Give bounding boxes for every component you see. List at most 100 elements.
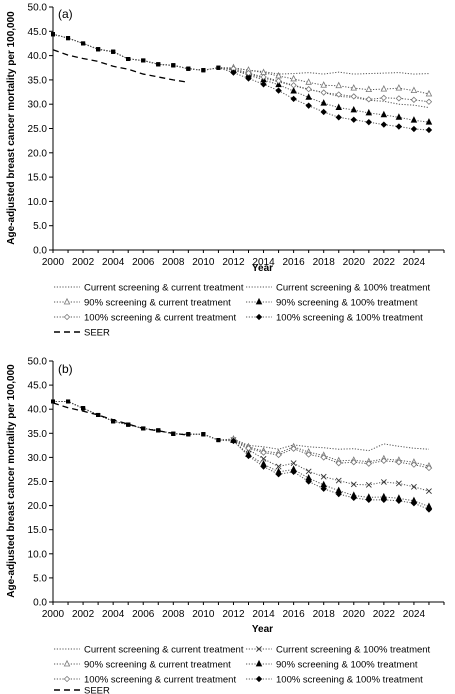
legend-label: Current screening & current treatment: [84, 283, 244, 294]
data-point: [380, 121, 388, 128]
legend-label: SEER: [84, 686, 110, 694]
data-point: [186, 432, 191, 437]
y-tick-label: 35.0: [28, 75, 48, 86]
data-point: [365, 496, 372, 503]
data-point: [350, 105, 358, 113]
legend-label: 90% screening & current treatment: [84, 298, 231, 309]
x-tick-label: 2016: [282, 257, 305, 268]
legend-marker: [63, 659, 71, 667]
data-point: [380, 457, 388, 464]
x-tick-label: 2004: [102, 257, 125, 268]
legend-entry: Current screening & current treatment: [54, 283, 244, 294]
data-point: [425, 126, 433, 134]
y-axis-label: Age-adjusted breast cancer mortality per…: [6, 364, 17, 598]
data-point: [216, 65, 221, 70]
data-point: [290, 95, 297, 103]
data-point: [320, 473, 327, 480]
data-point: [365, 481, 372, 488]
data-point: [81, 406, 86, 411]
data-point: [66, 36, 71, 41]
x-tick-label: 2016: [282, 609, 305, 620]
series-5: [51, 399, 433, 513]
series-3: [51, 399, 433, 509]
data-point: [350, 93, 357, 100]
x-axis-label: Year: [252, 263, 273, 274]
y-axis-label: Age-adjusted breast cancer mortality per…: [6, 11, 17, 245]
data-point: [290, 445, 297, 452]
legend-label: 100% screening & 100% treatment: [276, 675, 423, 686]
data-point: [290, 460, 297, 467]
data-point: [290, 86, 297, 94]
data-point: [305, 93, 312, 100]
legend-label: 100% screening & 100% treatment: [276, 313, 423, 324]
series-line: [53, 400, 430, 467]
legend-marker: [63, 313, 71, 321]
data-point: [395, 459, 403, 466]
data-point: [126, 57, 131, 62]
data-point: [335, 81, 342, 89]
data-point: [335, 114, 342, 121]
y-tick-label: 40.0: [28, 51, 48, 62]
x-tick-label: 2000: [42, 257, 65, 268]
series-1: [51, 399, 432, 495]
x-tick-label: 2022: [373, 609, 396, 620]
data-point: [395, 480, 402, 487]
series-2: [51, 32, 433, 97]
y-tick-label: 5.0: [33, 573, 47, 584]
data-point: [320, 454, 327, 461]
legend-entry: Current screening & 100% treatment: [246, 283, 431, 294]
data-point: [395, 113, 403, 120]
data-point: [305, 85, 312, 93]
data-point: [425, 89, 433, 97]
series-line: [52, 49, 189, 83]
x-tick-label: 2010: [192, 609, 215, 620]
chart-panel-a: 0.0 5.0 10.0 15.0 20.0 25.0 30.0 35.0 40.0 45.0 50…: [6, 3, 445, 339]
series-line: [52, 402, 189, 436]
series-line: [53, 400, 429, 452]
x-tick-label: 2010: [192, 257, 215, 268]
data-point: [395, 84, 403, 91]
series-0: [52, 33, 429, 75]
data-point: [156, 62, 161, 67]
x-tick-label: 2014: [252, 609, 275, 620]
series-5: [51, 32, 433, 134]
y-tick-label: 40.0: [28, 405, 48, 416]
legend: Current screening & current treatment Cur…: [54, 645, 431, 694]
series-line: [52, 33, 430, 123]
data-point: [365, 460, 372, 467]
y-tick-label: 20.0: [28, 148, 48, 159]
data-point: [350, 481, 357, 488]
y-tick-label: 25.0: [28, 124, 48, 135]
legend-entry: Current screening & current treatment: [54, 645, 244, 656]
data-point: [425, 506, 433, 513]
series-line: [52, 33, 430, 95]
data-point: [290, 468, 297, 476]
data-point: [305, 78, 312, 85]
data-point: [410, 500, 418, 507]
data-point: [275, 471, 282, 478]
data-point: [201, 68, 206, 73]
data-point: [380, 85, 388, 92]
data-point: [380, 479, 387, 485]
x-tick-label: 2012: [222, 257, 245, 268]
data-point: [380, 110, 388, 118]
data-point: [66, 399, 71, 404]
chart-panel-b: 0.0 5.0 10.0 15.0 20.0 25.0 30.0 35.0 40.0 45.0 50…: [6, 357, 445, 694]
data-point: [395, 123, 403, 130]
data-point: [201, 432, 206, 437]
data-point: [186, 66, 191, 71]
data-point: [411, 483, 417, 490]
data-point: [350, 494, 357, 502]
data-point: [260, 449, 267, 456]
x-tick-label: 2000: [42, 609, 65, 620]
data-point: [410, 96, 418, 103]
legend-label: Current screening & current treatment: [84, 645, 244, 656]
data-point: [410, 461, 418, 468]
x-tick-label: 2006: [132, 257, 155, 268]
series-6: [52, 402, 189, 436]
data-point: [305, 478, 312, 485]
data-point: [260, 463, 267, 470]
series-line: [53, 400, 430, 510]
data-point: [350, 459, 357, 466]
